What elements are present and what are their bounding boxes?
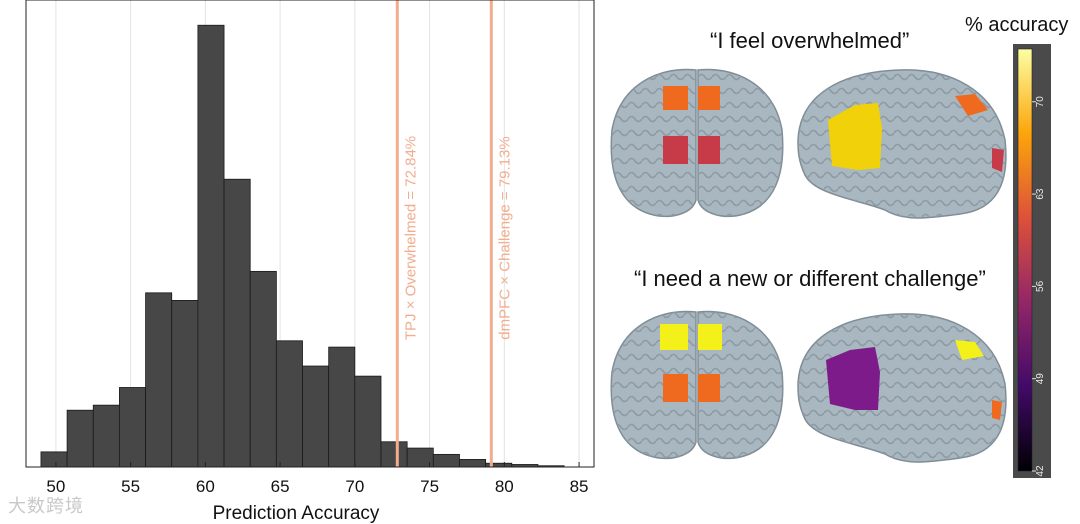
x-tick-label: 80 [495,477,514,496]
region-overwhelmed-frontal-left [663,86,688,110]
histogram-bars [40,24,565,468]
colorbar-tick-label: 56 [1035,280,1046,292]
watermark: 大数跨境 [8,496,84,517]
region-challenge-occipital-upper [955,340,984,360]
histogram-bar [145,292,173,468]
colorbar: 70 63 56 49 42 [1013,44,1051,478]
brain-lateral-view-top [797,69,1007,219]
reference-line-label: TPJ × Overwhelmed = 72.84% [402,136,419,340]
region-overwhelmed-frontal-right [698,86,720,110]
brain-maps-panel: “I feel overwhelmed” “I need a new or di… [600,0,1080,524]
plot-frame [25,0,595,468]
histogram-bar [40,451,68,468]
region-challenge-mid-left [663,374,688,402]
region-overwhelmed-occipital-upper [955,94,988,116]
colorbar-ticks: 70 63 56 49 42 [1032,96,1046,477]
region-overwhelmed-mid-right [698,136,720,164]
reference-line-label: dmPFC × Challenge = 79.13% [496,136,513,339]
histogram-bar [354,375,382,468]
region-challenge-dmpfc-left [660,324,688,350]
colorbar-tick-label: 63 [1035,188,1046,200]
brain-frontal-view-top [610,68,784,218]
colorbar-tick-label: 42 [1035,465,1046,477]
region-overwhelmed-tpj [828,103,882,170]
histogram-bar [119,387,146,468]
region-challenge-mid-right [698,374,720,402]
histogram-bar [197,24,225,468]
x-tick-label: 55 [121,477,140,496]
histogram-bar [249,270,277,468]
brain-illustrations: 70 63 56 49 42 [610,44,1051,478]
histogram-chart: TPJ × Overwhelmed = 72.84% dmPFC × Challe… [25,0,595,524]
brain-lateral-view-bottom [797,313,1007,463]
x-tick-label: 85 [570,477,589,496]
histogram-bar [380,441,408,468]
region-challenge-occipital-lower [992,400,1002,420]
colorbar-tick-label: 49 [1035,373,1046,385]
histogram-bar [328,346,356,468]
region-overwhelmed-occipital-lower [992,148,1004,172]
region-challenge-dmpfc-right [698,324,722,350]
histogram-bar [171,299,199,468]
brain-frontal-view-bottom [610,310,784,460]
histogram-bar [275,340,303,468]
x-axis-label: Prediction Accuracy [213,503,380,524]
histogram-bar [66,409,94,468]
brain-caption-challenge: “I need a new or different challenge” [634,266,986,291]
region-overwhelmed-mid-left [663,136,688,164]
histogram-bar [432,453,460,468]
histogram-bar [459,459,487,468]
histogram-bar [485,462,513,468]
x-tick-label: 70 [345,477,364,496]
brain-caption-overwhelmed: “I feel overwhelmed” [710,28,910,53]
colorbar-gradient [1017,48,1033,472]
histogram-bar [302,365,330,468]
histogram-bar [92,404,120,468]
x-tick-label: 50 [46,477,65,496]
region-challenge-tpj [826,347,880,410]
colorbar-title: % accuracy [965,14,1069,36]
x-tick-label: 60 [196,477,215,496]
x-tick-label: 75 [420,477,439,496]
colorbar-tick-label: 70 [1035,96,1046,108]
x-axis-ticks: 50 55 60 65 70 75 80 85 [46,462,589,496]
histogram-bar [223,178,251,468]
x-tick-label: 65 [271,477,290,496]
reference-lines: TPJ × Overwhelmed = 72.84% dmPFC × Challe… [395,0,513,467]
